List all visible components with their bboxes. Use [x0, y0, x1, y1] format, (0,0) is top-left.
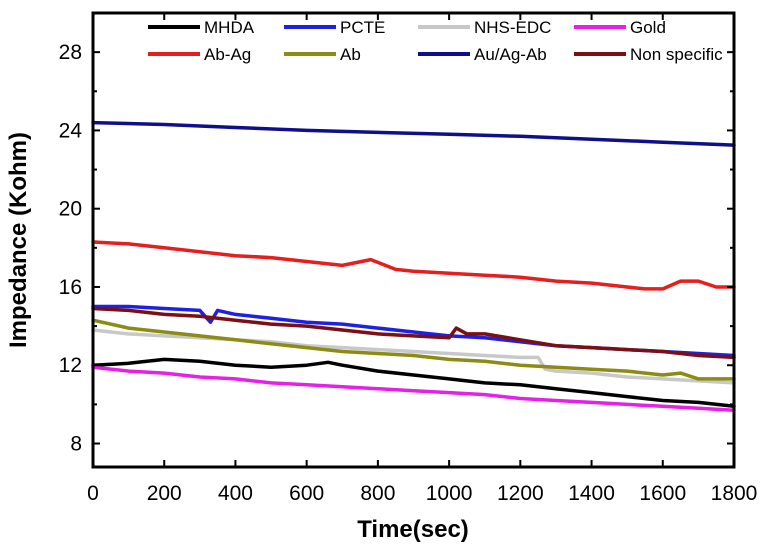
x-axis-title: Time(sec): [357, 516, 469, 543]
legend-label-au-ag-ab: Au/Ag-Ab: [474, 45, 547, 64]
legend-label-mhda: MHDA: [204, 18, 255, 37]
series-line-pcte: [91, 304, 736, 358]
legend-label-ab-ag: Ab-Ag: [204, 45, 251, 64]
series-line-ab-ag: [91, 240, 736, 291]
y-tick-label: 20: [59, 198, 82, 221]
series-line-mhda: [91, 357, 736, 409]
x-tick-label: 1200: [497, 482, 544, 505]
x-tick-label: 400: [218, 482, 253, 505]
y-tick-label: 28: [59, 41, 82, 64]
legend-label-ab: Ab: [340, 45, 361, 64]
x-tick-label: 1400: [568, 482, 615, 505]
x-tick-label: 1000: [426, 482, 473, 505]
legend-label-gold: Gold: [630, 18, 666, 37]
x-tick-label: 200: [147, 482, 182, 505]
x-tick-label: 1800: [711, 482, 758, 505]
series-line-ab: [91, 318, 736, 381]
y-axis-title: Impedance (Kohm): [5, 132, 32, 348]
series-line-gold: [91, 365, 736, 413]
series-layer: [91, 120, 736, 413]
ticks-layer: 0 200 400 600 800 1000 1200 1400 1600 1800 8 12 16 20…: [59, 13, 758, 505]
series-line-au-ag-ab: [91, 120, 736, 147]
y-tick-label: 24: [59, 119, 83, 142]
x-tick-label: 800: [360, 482, 395, 505]
y-tick-label: 16: [59, 276, 82, 299]
legend-label-pcte: PCTE: [340, 18, 385, 37]
x-tick-label: 600: [289, 482, 324, 505]
x-tick-label: 0: [87, 482, 99, 505]
legend: MHDA PCTE NHS-EDC Gold Ab-Ag Ab Au/Ag-Ab Non sp…: [148, 18, 723, 64]
series-line-non-specific: [91, 306, 736, 360]
y-tick-label: 12: [59, 354, 82, 377]
x-tick-label: 1600: [639, 482, 686, 505]
y-tick-label: 8: [70, 433, 82, 456]
legend-label-non-specific: Non specific: [630, 45, 723, 64]
legend-label-nhs-edc: NHS-EDC: [474, 18, 551, 37]
plot-frame: [91, 11, 736, 469]
